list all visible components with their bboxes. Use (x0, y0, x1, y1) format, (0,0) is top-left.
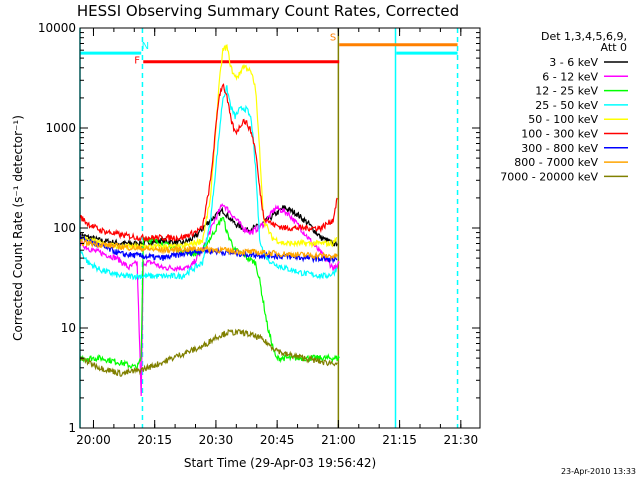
legend-item-label: 7000 - 20000 keV (500, 170, 598, 183)
x-tick-label: 20:15 (137, 433, 172, 447)
x-axis-ticks: 20:00 20:15 20:30 20:45 21:00 21:15 21:30 (76, 28, 478, 447)
x-tick-label: 20:30 (199, 433, 234, 447)
x-tick-label: 21:15 (382, 433, 417, 447)
y-tick-label: 100 (53, 221, 76, 235)
series-lines (80, 43, 340, 397)
legend-header-line2: Att 0 (601, 41, 627, 54)
y-tick-label: 1 (68, 421, 76, 435)
legend-item-label: 100 - 300 keV (521, 128, 598, 141)
plot-area: NF S 1 10 100 1000 10000 20:00 20:15 20:30 20:45… (38, 21, 481, 447)
legend-item-label: 3 - 6 keV (549, 56, 598, 69)
legend-item-label: 25 - 50 keV (535, 99, 598, 112)
legend-header-line1: Det 1,3,4,5,6,9, (541, 30, 627, 43)
flag-label: S (330, 33, 336, 44)
x-axis-label: Start Time (29-Apr-03 19:56:42) (184, 456, 376, 470)
x-tick-label: 20:45 (260, 433, 295, 447)
y-tick-label: 1000 (45, 121, 76, 135)
observing-flags: NF S (80, 33, 458, 67)
y-axis-ticks: 1 10 100 1000 10000 (38, 21, 480, 435)
legend-item-label: 800 - 7000 keV (514, 156, 598, 169)
series-line-7 (80, 238, 338, 261)
series-line-4 (80, 43, 338, 252)
footer-date: 23-Apr-2010 13:33 (561, 467, 636, 476)
flag-label: F (134, 56, 140, 67)
series-line-5 (80, 83, 338, 243)
legend-item-label: 12 - 25 keV (535, 85, 598, 98)
x-tick-label: 21:00 (321, 433, 356, 447)
chart-title: HESSI Observing Summary Count Rates, Cor… (77, 2, 459, 20)
x-tick-label: 21:30 (444, 433, 479, 447)
y-axis-label: Corrected Count Rate (s⁻¹ detector⁻¹) (11, 115, 25, 341)
y-tick-label: 10 (61, 321, 76, 335)
series-line-1 (80, 202, 340, 397)
y-tick-label: 10000 (38, 21, 76, 35)
x-tick-label: 20:00 (76, 433, 111, 447)
legend-item-label: 300 - 800 keV (521, 142, 598, 155)
legend-item-label: 6 - 12 keV (542, 70, 598, 83)
series-line-3 (80, 85, 338, 281)
flag-label: N (142, 41, 149, 52)
legend-item-label: 50 - 100 keV (528, 113, 598, 126)
series-line-8 (80, 328, 338, 377)
series-line-2 (80, 216, 340, 371)
